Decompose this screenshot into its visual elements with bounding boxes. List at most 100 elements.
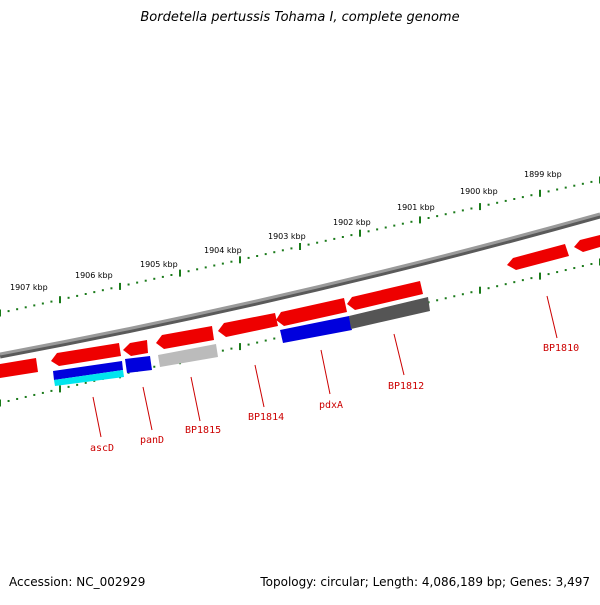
ruler-dot [33, 393, 36, 396]
label-leader-line [142, 386, 153, 431]
ruler-dot [513, 198, 516, 200]
label-leader-line [190, 376, 201, 422]
ruler-dot [444, 213, 447, 216]
kbp-label: 1900 kbp [460, 187, 498, 196]
gene-label[interactable]: panD [140, 435, 164, 446]
ruler-dot [187, 270, 190, 273]
kbp-label: 1903 kbp [268, 232, 306, 241]
ruler-dot [521, 279, 524, 282]
ruler-dot [556, 271, 559, 274]
feature-block[interactable] [158, 344, 218, 367]
ruler-dot [341, 236, 344, 238]
label-leader-line [254, 364, 265, 408]
gene-row-top [0, 235, 600, 378]
ruler-dot [264, 253, 267, 256]
ruler-dot [581, 182, 584, 185]
ruler-dot [67, 385, 70, 388]
gene-arrow[interactable] [507, 244, 569, 270]
gene-arrow[interactable] [218, 313, 278, 337]
ruler-dot [84, 381, 87, 384]
ruler-dot [453, 295, 456, 298]
kbp-label: 1902 kbp [333, 218, 371, 227]
feature-block[interactable] [349, 297, 430, 329]
gene-arrow[interactable] [123, 340, 148, 356]
ruler-dot [230, 260, 233, 263]
gene-label[interactable]: BP1812 [388, 381, 424, 392]
gene-arrow[interactable] [51, 343, 121, 366]
ruler-dot [547, 190, 550, 193]
label-leader-line [92, 396, 102, 438]
ruler-dot [110, 287, 113, 290]
feature-row-bottom [53, 297, 430, 386]
ruler-dot [33, 304, 36, 307]
ruler-dot [504, 283, 507, 286]
ruler-dot [496, 285, 499, 288]
label-leader-line [320, 349, 331, 395]
feature-block[interactable] [125, 356, 152, 373]
ruler-dot [453, 211, 456, 214]
ruler-dot [367, 230, 370, 233]
ruler-dot [573, 267, 576, 270]
feature-block[interactable] [54, 370, 124, 386]
ruler-dot [316, 241, 319, 244]
ruler-dot [384, 226, 387, 229]
ruler-dot [376, 228, 379, 231]
ruler-dot [324, 239, 327, 242]
outer-ruler [0, 176, 600, 317]
feature-block[interactable] [53, 361, 123, 380]
ruler-dot [273, 337, 276, 340]
gene-arrow[interactable] [156, 326, 214, 349]
ruler-dot [530, 194, 533, 197]
ruler-dot [50, 389, 53, 392]
ruler-dot [496, 201, 499, 204]
ruler-dot [393, 224, 396, 227]
ruler-dot [153, 365, 156, 368]
gene-label[interactable]: BP1815 [185, 425, 221, 436]
gene-arrow[interactable] [347, 281, 423, 310]
ruler-dot [564, 269, 567, 272]
ruler-dot [530, 277, 533, 280]
gene-arrow[interactable] [0, 358, 38, 378]
gene-arrow[interactable] [574, 235, 600, 252]
ruler-dot [333, 237, 336, 240]
ruler-dot [307, 243, 310, 246]
kbp-label: 1905 kbp [140, 260, 178, 269]
map-title: Bordetella pertussis Tohama I, complete … [140, 10, 460, 25]
kbp-label: 1906 kbp [75, 271, 113, 280]
kbp-label: 1904 kbp [204, 246, 242, 255]
ruler-dot [410, 220, 413, 223]
ruler-dot [273, 251, 276, 254]
gene-arrow[interactable] [276, 298, 347, 326]
ruler-dot [487, 203, 490, 206]
genome-summary-text: Topology: circular; Length: 4,086,189 bp… [260, 575, 590, 589]
ruler-dot [144, 279, 147, 282]
ruler-dot [401, 222, 404, 225]
ruler-dot [7, 399, 10, 402]
gene-label[interactable]: ascD [90, 443, 114, 454]
accession-text: Accession: NC_002929 [9, 575, 146, 589]
ruler-dot [564, 186, 567, 189]
ruler-dot [247, 256, 250, 259]
ruler-dot [281, 249, 284, 252]
ruler-dot [504, 199, 507, 202]
feature-block[interactable] [280, 316, 352, 343]
ruler-dot [427, 217, 430, 219]
ruler-dot [84, 293, 87, 295]
ruler-dot [24, 306, 27, 309]
ruler-dot [127, 283, 130, 286]
ruler-dot [436, 299, 439, 302]
gene-label[interactable]: BP1810 [543, 343, 579, 354]
ruler-dot [76, 383, 79, 386]
gene-label[interactable]: BP1814 [248, 412, 284, 423]
ruler-dot [153, 277, 156, 280]
label-leaders [92, 295, 558, 438]
ruler-dot [247, 343, 250, 346]
ruler-dot [221, 262, 224, 265]
ruler-labels: 1907 kbp 1906 kbp 1905 kbp 1904 kbp 1903 kbp… [10, 170, 562, 292]
ruler-dot [547, 273, 550, 276]
gene-label[interactable]: pdxA [319, 400, 343, 411]
ruler-dot [170, 274, 173, 276]
label-leader-line [546, 295, 558, 339]
